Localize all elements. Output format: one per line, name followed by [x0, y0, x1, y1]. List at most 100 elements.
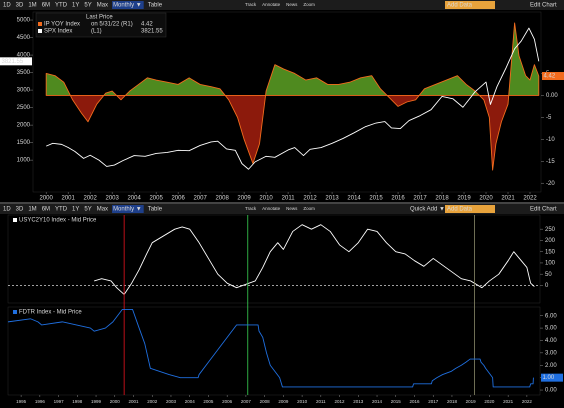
x-tick-label: 2011 [316, 399, 326, 404]
frequency-bg [112, 205, 144, 213]
x-tick-label: 1996 [35, 399, 46, 404]
x-tick-label: 2012 [335, 399, 346, 404]
toolbar [0, 0, 564, 10]
y-tick-label: -10 [546, 137, 555, 143]
x-tick-label: 2009 [237, 196, 251, 202]
y-tick-label: 4.00 [545, 338, 557, 344]
x-tick-label: 2014 [372, 399, 383, 404]
x-tick-label: 2021 [503, 399, 514, 404]
tool-button[interactable]: News [286, 206, 298, 211]
x-tick-label: 2000 [40, 196, 54, 202]
x-tick-label: 2005 [203, 399, 214, 404]
range-button[interactable]: 1D [3, 207, 11, 213]
y-tick-label: 5.00 [545, 326, 557, 332]
x-tick-label: 2015 [369, 196, 383, 202]
last-value-box [0, 57, 32, 66]
x-tick-label: 1997 [54, 399, 65, 404]
range-button[interactable]: 1Y [72, 207, 79, 213]
y-tick-label: 3500 [17, 70, 31, 76]
x-tick-label: 2019 [466, 399, 477, 404]
range-button[interactable]: 6M [42, 207, 50, 213]
x-tick-label: 2005 [149, 196, 163, 202]
tool-button[interactable]: Zoom [303, 2, 315, 7]
y-tick-label: 2.00 [545, 363, 557, 369]
x-tick-label: 2001 [128, 399, 139, 404]
range-button[interactable]: 3D [16, 207, 24, 213]
x-tick-label: 2003 [166, 399, 177, 404]
frequency-select[interactable]: Monthly ▼ [113, 207, 142, 213]
x-tick-label: 2022 [523, 196, 537, 202]
range-button[interactable]: 5Y [84, 3, 91, 9]
legend-note: (L1) [91, 29, 102, 35]
edit-chart[interactable]: Edit Chart [530, 207, 557, 213]
add-data[interactable]: Add Data [447, 207, 473, 213]
legend-name: FDTR Index - Mid Price [19, 310, 82, 316]
range-button[interactable]: 1M [28, 207, 36, 213]
legend-value: 3821.55 [141, 29, 163, 35]
y-tick-label: 4000 [17, 53, 31, 59]
x-tick-label: 2016 [391, 196, 405, 202]
y-tick-label: -20 [546, 181, 555, 187]
y-tick-label: 3000 [17, 88, 31, 94]
add-data[interactable]: Add Data [447, 3, 473, 9]
add-data-box [445, 205, 495, 213]
x-tick-label: 1999 [91, 399, 102, 404]
x-tick-label: 2010 [297, 399, 308, 404]
x-tick-label: 2019 [457, 196, 471, 202]
x-tick-label: 2006 [222, 399, 233, 404]
y-tick-label: 0.00 [545, 388, 557, 394]
x-tick-label: 2007 [241, 399, 252, 404]
legend-note: on 5/31/22 (R1) [91, 22, 133, 28]
legend-box [35, 12, 167, 38]
legend-swatch [13, 218, 17, 222]
divider [0, 202, 564, 204]
x-tick-label: 2003 [105, 196, 119, 202]
y-tick-label: 2000 [17, 123, 31, 129]
range-button[interactable]: 1D [3, 3, 11, 9]
range-button[interactable]: YTD [55, 207, 68, 213]
edit-chart[interactable]: Edit Chart [530, 3, 557, 9]
y-tick-label: 100 [545, 261, 556, 267]
table-button[interactable]: Table [148, 207, 163, 213]
x-tick-label: 2008 [215, 196, 229, 202]
x-tick-label: 2013 [353, 399, 364, 404]
frequency-select[interactable]: Monthly ▼ [113, 3, 142, 9]
tool-button[interactable]: Zoom [303, 206, 315, 211]
x-tick-label: 2012 [303, 196, 317, 202]
y-tick-label: 6.00 [545, 313, 557, 319]
range-button[interactable]: YTD [55, 3, 68, 9]
x-tick-label: 2002 [83, 196, 97, 202]
x-tick-label: 2017 [428, 399, 439, 404]
range-button[interactable]: Max [97, 3, 108, 9]
range-button[interactable]: Max [97, 207, 108, 213]
x-tick-label: 1995 [16, 399, 27, 404]
range-button[interactable]: 6M [42, 3, 50, 9]
x-tick-label: 2014 [347, 196, 361, 202]
x-tick-label: 2001 [62, 196, 76, 202]
x-tick-label: 2002 [147, 399, 158, 404]
y-tick-label: 4500 [17, 35, 31, 41]
x-tick-label: 2022 [522, 399, 533, 404]
legend-name: IP YOY Index [44, 22, 80, 28]
x-tick-label: 2018 [447, 399, 458, 404]
range-button[interactable]: 5Y [84, 207, 91, 213]
table-button[interactable]: Table [148, 3, 163, 9]
last-value-label: 3821.55 [2, 59, 24, 65]
last-value-label: 4.42 [544, 74, 556, 80]
quick-add[interactable]: Quick Add ▼ [410, 207, 445, 213]
legend-swatch [38, 22, 42, 26]
tool-button[interactable]: Track [245, 206, 257, 211]
tool-button[interactable]: News [286, 2, 298, 7]
legend-swatch [38, 29, 42, 33]
tool-button[interactable]: Track [245, 2, 257, 7]
legend-name: SPX Index [44, 29, 72, 35]
y-tick-label: 2500 [17, 105, 31, 111]
range-button[interactable]: 3D [16, 3, 24, 9]
tool-button[interactable]: Annotate [262, 2, 281, 7]
range-button[interactable]: 1M [28, 3, 36, 9]
range-button[interactable]: 1Y [72, 3, 79, 9]
tool-button[interactable]: Annotate [262, 206, 281, 211]
y-tick-label: 250 [545, 227, 556, 233]
series-line [45, 22, 540, 171]
